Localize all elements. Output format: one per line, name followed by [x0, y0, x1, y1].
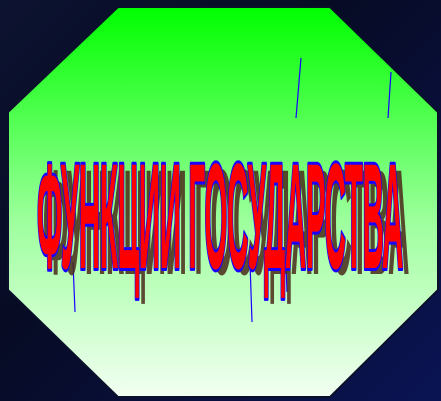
page-title: ФУНКЦИИ ГОСУДАРСТВА — [37, 132, 403, 300]
title-shadow: ФУНКЦИИ ГОСУДАРСТВА — [43, 138, 409, 306]
title-streaks — [72, 57, 392, 323]
